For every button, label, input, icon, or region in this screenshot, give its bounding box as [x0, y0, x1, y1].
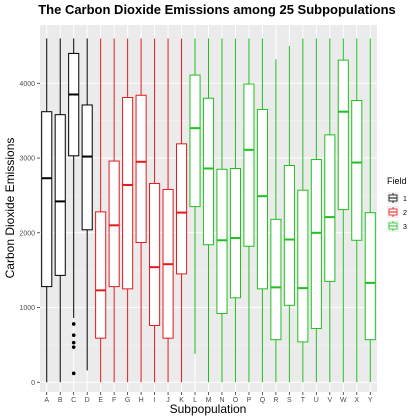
y-tick-label: 2000: [19, 230, 35, 237]
box-u: [310, 38, 322, 383]
x-tick-label: G: [125, 397, 130, 404]
x-tick-label: L: [193, 397, 197, 404]
y-axis: 0 1000 2000 3000 4000: [19, 81, 40, 387]
box-body: [149, 182, 161, 326]
box-body: [122, 97, 134, 290]
box-body: [41, 111, 53, 288]
outlier-point: [71, 340, 76, 345]
box-body: [175, 143, 188, 275]
box-e: [95, 38, 107, 383]
box-body: [202, 97, 215, 246]
x-tick-label: T: [301, 397, 306, 404]
x-axis-title: Subpopulation: [170, 402, 247, 416]
box-body: [310, 159, 322, 329]
x-tick-label: X: [354, 397, 359, 404]
box-v: [324, 38, 336, 383]
outlier-point: [71, 333, 76, 337]
box-q: [256, 38, 268, 383]
x-tick-label: Q: [260, 397, 266, 404]
outlier-point: [71, 345, 76, 349]
legend-item-3: 3: [387, 220, 407, 232]
box-body: [243, 83, 255, 247]
x-tick-label: H: [139, 397, 144, 404]
box-body: [108, 160, 120, 288]
legend-item-2: 2: [387, 206, 407, 218]
box-b: [54, 38, 66, 383]
box-body: [189, 74, 201, 208]
box-body: [54, 114, 66, 276]
x-tick-label: M: [206, 397, 212, 404]
box-n: [216, 38, 228, 383]
box-body: [324, 134, 336, 282]
x-tick-label: O: [233, 397, 239, 404]
x-tick-label: C: [71, 397, 76, 404]
box-t: [297, 38, 309, 383]
box-w: [337, 38, 349, 383]
x-tick-label: P: [247, 397, 252, 404]
box-i: [149, 38, 161, 383]
y-axis-title: Carbon Dioxide Emissions: [3, 138, 17, 279]
y-tick-label: 1000: [19, 305, 35, 312]
box-j: [162, 38, 174, 383]
box-d: [81, 38, 93, 371]
box-body: [351, 99, 363, 241]
box-layer: [41, 38, 376, 383]
legend-item-1: 1: [387, 192, 407, 204]
outlier-point: [71, 322, 76, 326]
x-tick-label: Y: [368, 397, 373, 404]
x-tick-label: A: [44, 397, 49, 404]
x-tick-label: V: [327, 397, 332, 404]
box-l: [189, 38, 201, 354]
y-tick-label: 3000: [19, 156, 35, 163]
box-x: [351, 38, 363, 383]
box-body: [135, 94, 147, 244]
box-m: [202, 38, 215, 383]
box-p: [243, 38, 255, 383]
box-body: [81, 104, 93, 231]
x-tick-label: I: [154, 397, 156, 404]
box-k: [175, 38, 188, 383]
box-body: [337, 59, 349, 211]
x-tick-label: E: [98, 397, 103, 404]
box-o: [229, 38, 242, 383]
box-body: [283, 165, 295, 306]
x-tick-label: R: [273, 397, 278, 404]
y-tick-label: 0: [31, 380, 35, 387]
x-tick-label: W: [340, 397, 347, 404]
outlier-point: [71, 371, 76, 376]
box-f: [108, 38, 120, 383]
legend-title: Field: [387, 176, 407, 186]
box-c: [68, 38, 80, 376]
box-body: [297, 189, 309, 343]
x-tick-label: J: [166, 397, 170, 404]
x-tick-label: N: [219, 397, 224, 404]
x-tick-label: F: [112, 397, 116, 404]
legend-label: 2: [403, 210, 407, 217]
box-body: [256, 108, 268, 290]
box-body: [95, 211, 107, 339]
legend-label: 1: [403, 196, 407, 203]
x-tick-label: B: [58, 397, 63, 404]
box-h: [135, 38, 147, 383]
chart-title: The Carbon Dioxide Emissions among 25 Su…: [38, 2, 396, 17]
box-body: [68, 52, 80, 157]
x-tick-label: D: [85, 397, 90, 404]
x-tick-label: S: [287, 397, 292, 404]
box-r: [270, 59, 282, 383]
box-body: [229, 168, 242, 299]
box-body: [364, 212, 376, 341]
box-y: [364, 38, 376, 383]
legend-label: 3: [403, 224, 407, 231]
y-tick-label: 4000: [19, 81, 35, 88]
box-body: [216, 168, 228, 315]
box-s: [283, 45, 295, 383]
x-tick-label: K: [179, 397, 184, 404]
x-tick-label: U: [314, 397, 319, 404]
legend: Field 1 2 3: [387, 176, 407, 232]
box-g: [122, 38, 134, 383]
box-body: [270, 218, 282, 341]
box-a: [41, 38, 53, 383]
